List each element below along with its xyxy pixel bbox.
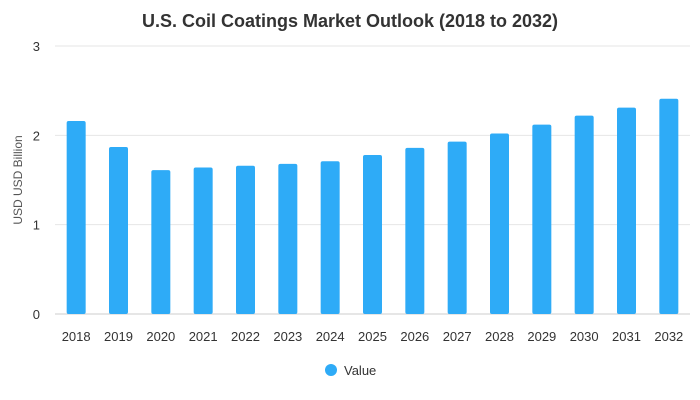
y-axis-label: USD USD Billion: [11, 135, 25, 224]
x-tick-label: 2022: [231, 329, 260, 344]
x-tick-label: 2021: [189, 329, 218, 344]
chart-title: U.S. Coil Coatings Market Outlook (2018 …: [142, 11, 558, 31]
y-tick-label: 0: [33, 307, 40, 322]
x-tick-label: 2020: [146, 329, 175, 344]
x-tick-label: 2030: [570, 329, 599, 344]
bar-2029[interactable]: [532, 124, 552, 314]
x-tick-label: 2025: [358, 329, 387, 344]
x-axis-ticks: 2018 2019 2020 2021 2022 2023 2024 2025 2026 2027…: [62, 329, 684, 344]
x-tick-label: 2024: [316, 329, 345, 344]
x-tick-label: 2028: [485, 329, 514, 344]
x-tick-label: 2031: [612, 329, 641, 344]
x-tick-label: 2027: [443, 329, 472, 344]
x-tick-label: 2029: [527, 329, 556, 344]
bar-2019[interactable]: [109, 146, 128, 314]
bar-2024[interactable]: [320, 161, 340, 314]
bar-2030[interactable]: [574, 115, 594, 315]
bars: [66, 98, 679, 315]
bar-2028[interactable]: [490, 133, 509, 314]
x-tick-label: 2019: [104, 329, 133, 344]
bar-2021[interactable]: [193, 167, 213, 314]
bar-2025[interactable]: [363, 154, 382, 314]
bar-2022[interactable]: [236, 165, 255, 314]
y-tick-label: 3: [33, 39, 40, 54]
y-tick-label: 2: [33, 128, 40, 143]
bar-2031[interactable]: [617, 107, 636, 314]
x-tick-label: 2018: [62, 329, 91, 344]
x-tick-label: 2026: [400, 329, 429, 344]
bar-2032[interactable]: [659, 98, 679, 314]
bar-2026[interactable]: [405, 147, 425, 314]
legend[interactable]: Value: [325, 363, 376, 378]
bar-2018[interactable]: [66, 121, 86, 314]
legend-marker: [325, 364, 337, 376]
y-axis-ticks: 0 1 2 3: [33, 39, 40, 322]
x-tick-label: 2032: [654, 329, 683, 344]
bar-2020[interactable]: [151, 170, 171, 314]
y-tick-label: 1: [33, 218, 40, 233]
x-tick-label: 2023: [273, 329, 302, 344]
bar-2023[interactable]: [278, 163, 298, 314]
legend-label-value: Value: [344, 363, 376, 378]
bar-2027[interactable]: [447, 141, 467, 314]
